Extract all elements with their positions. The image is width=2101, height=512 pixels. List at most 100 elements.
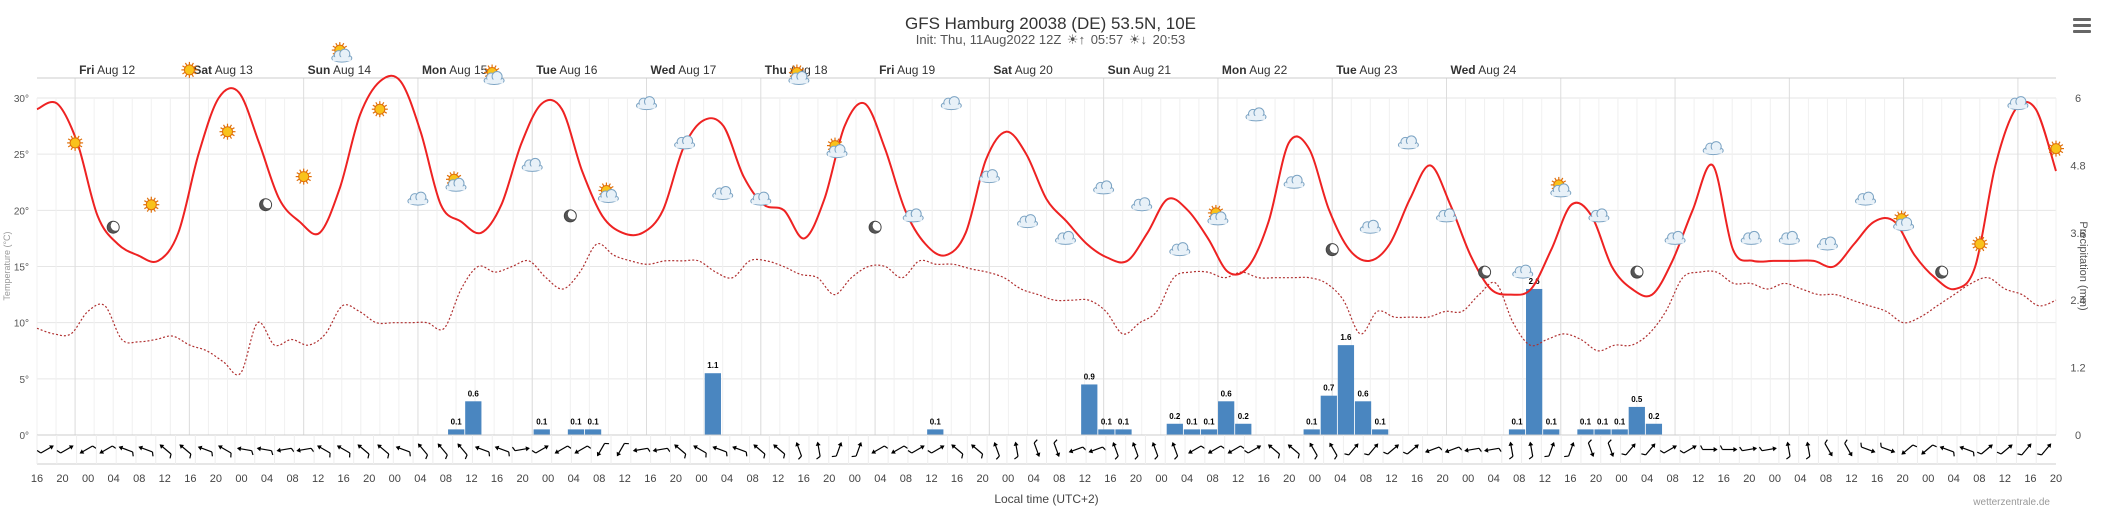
wind-barb — [1805, 455, 1811, 460]
wind-arrowhead — [1151, 441, 1157, 447]
partly-icon — [597, 182, 619, 203]
wind-arrowhead — [1692, 445, 1697, 450]
precip-bar — [1218, 401, 1235, 435]
wind-arrowhead — [554, 449, 560, 454]
sun-ray — [1972, 245, 1976, 249]
cloud-icon — [1169, 242, 1191, 257]
wind-arrowhead — [1528, 441, 1534, 446]
precip-bar — [1372, 429, 1389, 435]
wind-barb — [1174, 455, 1179, 460]
sun-ray — [1905, 214, 1909, 217]
precip-bar — [465, 401, 482, 435]
wind-arrowhead — [1785, 441, 1791, 446]
wind-arrowhead — [1921, 450, 1926, 455]
wind-arrow-icon — [1287, 444, 1300, 459]
cloud-icon — [1055, 230, 1076, 245]
cloud-icon — [902, 208, 924, 223]
cloud-fill — [751, 200, 770, 205]
x-tick-label: 16 — [1564, 473, 1576, 485]
dewpoint-line — [36, 242, 2057, 376]
cloud-icon — [712, 186, 734, 200]
wind-arrow-icon — [1267, 444, 1281, 459]
cloud-fill — [2008, 104, 2027, 109]
wind-barb — [56, 450, 61, 454]
sun-disk — [298, 171, 310, 183]
wind-barb — [36, 450, 42, 454]
x-tick-label: 16 — [1104, 473, 1116, 485]
wind-arrowhead — [1171, 441, 1177, 447]
sun-ray — [1219, 208, 1224, 211]
wind-barb — [1679, 450, 1685, 454]
x-tick-label: 08 — [1053, 473, 1065, 485]
wind-arrowhead — [1805, 441, 1811, 446]
wind-arrowhead — [99, 449, 105, 454]
precip-label: 0.1 — [1614, 417, 1626, 426]
partly-icon — [483, 64, 505, 85]
wind-arrow-icon — [1719, 445, 1738, 452]
cloud-fill — [637, 104, 656, 109]
chart-menu-button[interactable] — [2073, 18, 2091, 34]
wind-arrowhead — [457, 443, 462, 449]
wind-arrowhead — [1848, 451, 1853, 457]
wind-barb — [927, 450, 932, 454]
sun-ray — [446, 174, 450, 178]
day-label: Tue Aug 16 — [536, 63, 597, 77]
wind-barb — [1508, 455, 1514, 460]
wind-arrowhead — [993, 441, 998, 447]
wind-arrowhead — [1772, 446, 1777, 452]
cloud-fill — [523, 166, 542, 171]
precip-bar — [1628, 406, 1645, 435]
y-tick-left-label: 25° — [14, 150, 29, 161]
cloud-fill — [1551, 191, 1570, 196]
x-tick-label: 20 — [823, 473, 835, 485]
cloud-icon — [1512, 264, 1534, 279]
x-tick-label: 20 — [1283, 473, 1295, 485]
sun-ray — [1983, 245, 1988, 249]
wind-arrow-icon — [2017, 443, 2032, 456]
wind-arrow-icon — [317, 445, 331, 458]
y-tick-left-label: 0° — [19, 431, 29, 442]
x-tick-label: 04 — [1948, 473, 1960, 485]
x-tick-label: 04 — [1181, 473, 1193, 485]
x-tick-label: 12 — [1232, 473, 1244, 485]
x-tick-label: 00 — [389, 473, 401, 485]
precip-label: 0.1 — [1546, 417, 1558, 426]
x-tick-label: 16 — [1258, 473, 1270, 485]
wind-barb — [725, 451, 728, 457]
cloud-fill — [828, 152, 846, 157]
sun-ray — [372, 104, 376, 108]
wind-barb — [1277, 453, 1281, 459]
x-tick-label: 12 — [1692, 473, 1704, 485]
wind-arrowhead — [693, 445, 698, 450]
wind-arrow-icon — [574, 445, 592, 454]
wind-barb — [1102, 446, 1107, 451]
x-tick-label: 08 — [1513, 473, 1525, 485]
x-axis-title: Local time (UTC+2) — [994, 492, 1098, 506]
x-tick-label: 08 — [440, 473, 452, 485]
partly-icon — [331, 42, 353, 63]
x-tick-label: 16 — [31, 473, 43, 485]
wind-arrow-icon — [971, 444, 984, 459]
wind-arrow-icon — [99, 445, 117, 454]
wind-arrowhead — [437, 443, 443, 449]
wind-arrowhead — [336, 445, 342, 450]
wind-arrowhead — [197, 445, 203, 451]
wind-arrow-icon — [891, 445, 909, 454]
wind-arrow-icon — [1700, 445, 1718, 452]
wind-barb — [647, 447, 651, 453]
precip-label: 0.1 — [1118, 417, 1130, 426]
wind-barb — [1659, 450, 1665, 454]
wind-barb — [884, 445, 889, 449]
wind-barb — [1154, 455, 1159, 460]
wind-barb — [151, 451, 154, 457]
wind-barb — [270, 450, 274, 456]
wind-arrow-icon — [1053, 439, 1061, 458]
wind-barb — [587, 445, 592, 449]
sun-ray — [484, 67, 489, 71]
wind-arrow-icon — [1207, 445, 1225, 454]
y-tick-left-label: 15° — [14, 263, 29, 274]
wind-arrow-icon — [907, 445, 925, 454]
precip-label: 0.1 — [1101, 417, 1113, 426]
cloud-fill — [1094, 188, 1113, 193]
wind-barb — [1607, 439, 1612, 444]
